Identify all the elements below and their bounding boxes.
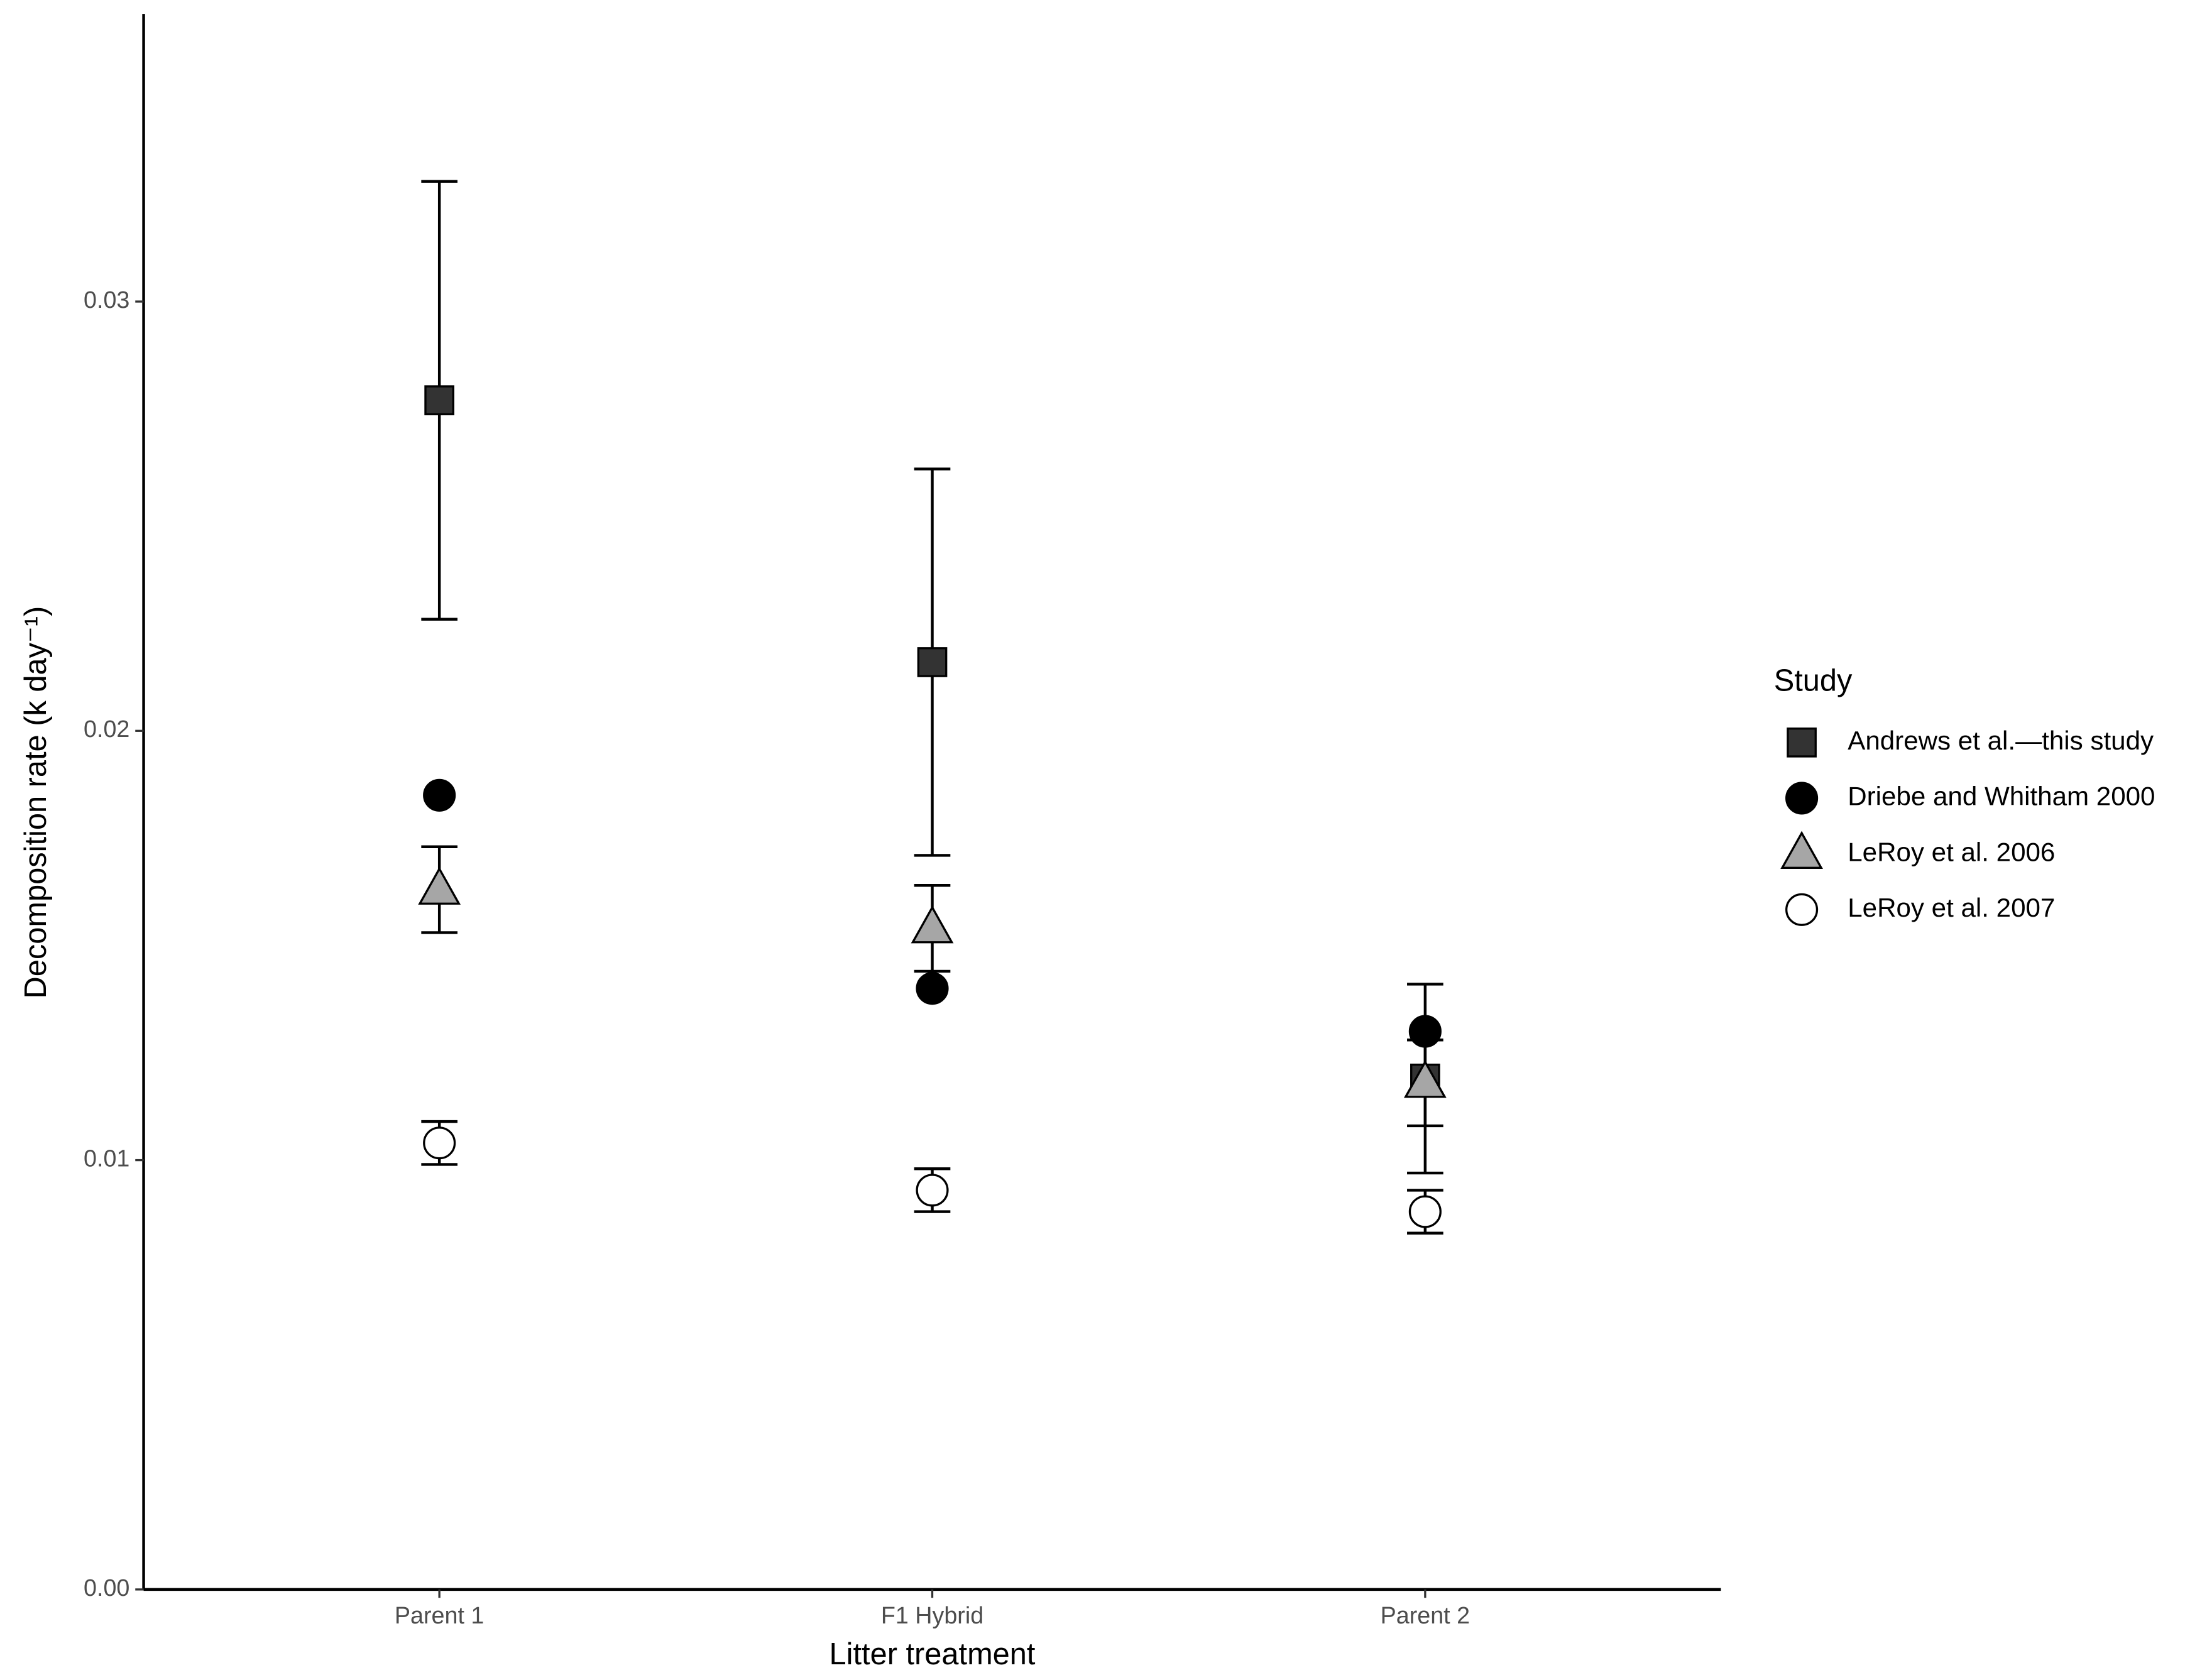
data-point: [423, 1126, 456, 1160]
data-point: [916, 972, 949, 1005]
x-tick-label: Parent 1: [395, 1602, 484, 1628]
legend-marker: [1780, 831, 1823, 870]
y-tick-label: 0.01: [84, 1145, 129, 1172]
y-tick-label: 0.03: [84, 286, 129, 313]
data-point: [423, 778, 456, 812]
legend-label: Driebe and Whitham 2000: [1848, 782, 2155, 811]
data-point: [418, 866, 461, 905]
data-point: [911, 905, 954, 944]
legend-label: LeRoy et al. 2006: [1848, 837, 2055, 866]
data-point: [1403, 1059, 1447, 1098]
legend-marker: [1785, 893, 1819, 926]
y-axis-title: Decomposition rate (k day⁻¹): [19, 606, 53, 999]
data-point: [1408, 1195, 1442, 1228]
legend-marker: [1787, 727, 1817, 758]
data-point: [916, 1174, 949, 1207]
data-point: [917, 647, 948, 677]
x-tick-label: F1 Hybrid: [881, 1602, 983, 1628]
legend-label: Andrews et al.—this study: [1848, 726, 2154, 755]
legend-marker: [1785, 782, 1819, 815]
y-tick-label: 0.00: [84, 1574, 129, 1601]
x-tick-label: Parent 2: [1381, 1602, 1470, 1628]
x-axis-title: Litter treatment: [830, 1637, 1036, 1671]
y-tick-label: 0.02: [84, 716, 129, 742]
data-point: [424, 385, 455, 415]
legend-label: LeRoy et al. 2007: [1848, 893, 2055, 922]
legend-title: Study: [1774, 663, 1853, 697]
